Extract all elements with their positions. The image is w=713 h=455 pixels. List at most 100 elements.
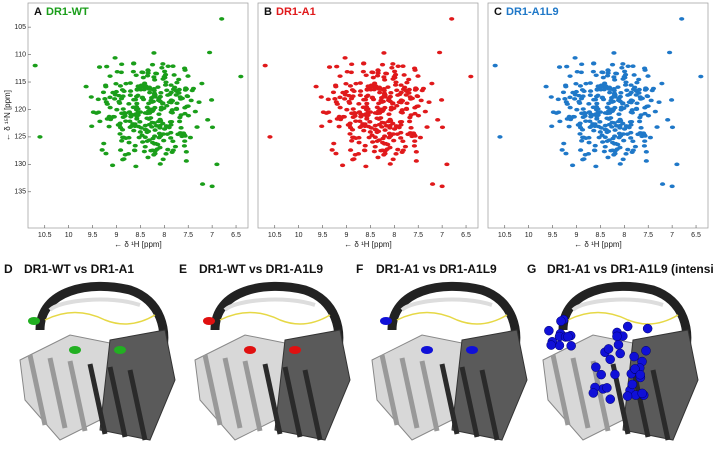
peak: [114, 69, 120, 74]
peak: [668, 98, 675, 102]
peak: [349, 62, 355, 67]
peak: [127, 119, 133, 124]
highlight: [28, 317, 40, 325]
peak: [151, 51, 157, 55]
peak: [595, 84, 601, 88]
peak: [409, 134, 415, 139]
peak: [382, 128, 388, 132]
peak: [99, 148, 105, 152]
peak: [127, 81, 133, 85]
protein-structure: [371, 281, 528, 441]
strand: [439, 363, 460, 435]
peak: [625, 147, 631, 152]
peak: [188, 98, 194, 103]
peak: [109, 163, 116, 168]
peak: [390, 157, 396, 162]
peak: [390, 132, 396, 136]
peak: [576, 99, 582, 104]
peak: [398, 123, 404, 127]
peak: [164, 88, 170, 93]
peak: [659, 182, 666, 186]
peak: [90, 110, 97, 114]
peak: [594, 101, 600, 106]
peak: [387, 119, 394, 123]
peak: [139, 95, 145, 100]
peak: [412, 105, 418, 110]
peak: [347, 84, 354, 88]
peak: [549, 124, 555, 129]
peak: [97, 119, 103, 124]
peak: [582, 114, 588, 118]
peak: [645, 74, 651, 78]
peak: [605, 71, 611, 75]
peak: [164, 103, 170, 108]
peak: [102, 97, 108, 101]
peak: [642, 105, 648, 110]
peak: [142, 123, 148, 128]
highlight: [622, 321, 633, 332]
peak: [152, 134, 158, 138]
peak: [361, 148, 368, 153]
peak: [327, 119, 333, 124]
peak: [146, 87, 152, 91]
peak: [642, 139, 648, 143]
peak: [130, 69, 136, 74]
peak: [127, 89, 134, 93]
peak: [370, 140, 376, 144]
peak: [104, 64, 110, 69]
peak: [192, 109, 198, 114]
peak: [319, 124, 325, 129]
highlight: [596, 369, 606, 380]
peak: [262, 63, 268, 68]
highlight: [605, 354, 615, 365]
peak: [633, 106, 640, 111]
peak: [183, 159, 189, 163]
peak: [555, 97, 561, 102]
x-tick-label: 10: [295, 232, 303, 239]
peak: [424, 125, 430, 129]
peak: [679, 17, 685, 21]
peak: [151, 88, 157, 93]
peak: [119, 138, 125, 143]
peak: [632, 144, 639, 149]
peak: [83, 84, 89, 89]
peak: [382, 149, 388, 153]
peak: [352, 114, 358, 118]
panel-letter: D: [4, 262, 13, 276]
peak: [372, 144, 378, 149]
peak: [128, 112, 134, 116]
peak: [131, 97, 137, 102]
peak: [350, 107, 356, 111]
peak: [615, 142, 621, 147]
highlight: [203, 317, 215, 325]
peak: [370, 75, 376, 80]
peak: [426, 100, 432, 105]
peak: [118, 70, 124, 75]
peak: [160, 62, 166, 66]
peak: [157, 119, 164, 123]
peak: [194, 125, 200, 129]
peak: [639, 134, 645, 139]
strand: [202, 354, 223, 426]
highlight: [546, 340, 556, 350]
peak: [381, 75, 387, 79]
peak: [492, 63, 498, 68]
peak: [135, 84, 141, 88]
highlight: [114, 346, 126, 354]
peak: [587, 89, 594, 93]
sheet-dark: [451, 329, 528, 441]
panel-letter: A: [34, 6, 42, 18]
peak: [107, 74, 113, 78]
strand: [590, 360, 611, 432]
peak: [659, 81, 665, 86]
peak: [363, 112, 369, 117]
peak: [176, 77, 182, 82]
peak: [624, 88, 630, 93]
strand: [379, 354, 400, 426]
peak: [364, 117, 370, 121]
peak: [168, 123, 174, 127]
peak: [601, 149, 607, 154]
peak: [615, 85, 621, 89]
peak: [577, 132, 583, 136]
peak: [356, 102, 362, 106]
